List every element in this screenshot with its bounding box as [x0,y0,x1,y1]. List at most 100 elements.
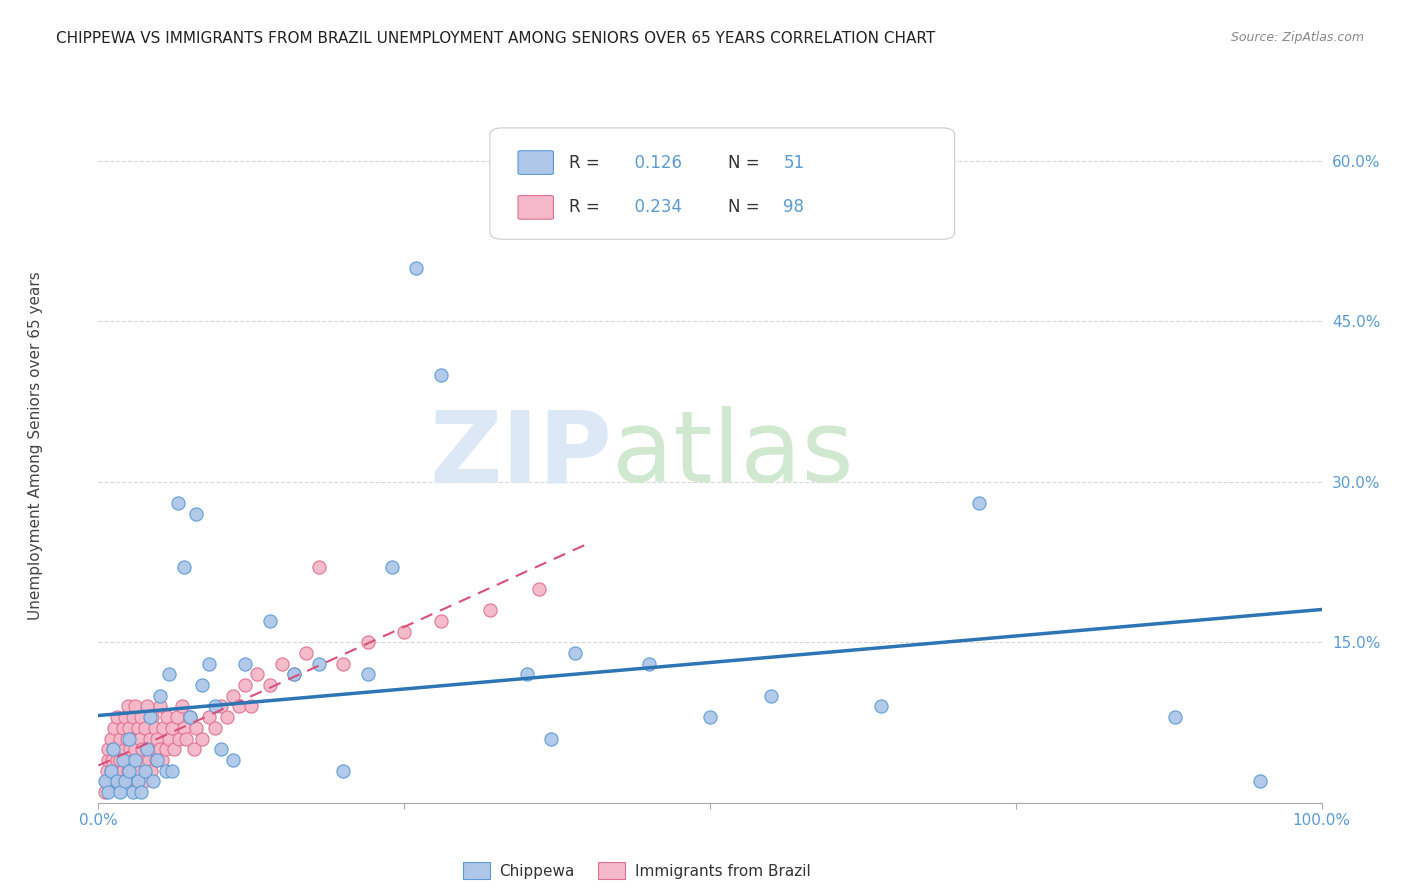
Point [308,560,330,574]
Point [101,753,124,767]
Point [110,753,132,767]
Point [283,667,305,681]
Text: ZIP: ZIP [429,407,612,503]
Point [118,731,141,746]
Text: CHIPPEWA VS IMMIGRANTS FROM BRAZIL UNEMPLOYMENT AMONG SENIORS OVER 65 YEARS CORR: CHIPPEWA VS IMMIGRANTS FROM BRAZIL UNEMP… [56,31,935,46]
Text: N =: N = [728,198,765,217]
Point [136,699,159,714]
Point [405,260,427,275]
Point [122,753,145,767]
Point [527,582,550,596]
Point [270,657,294,671]
Point [356,667,378,681]
Point [100,731,122,746]
Point [100,764,122,778]
Point [332,657,354,671]
Point [101,742,124,756]
Point [146,753,169,767]
Point [103,721,125,735]
Point [125,774,148,789]
Point [124,753,146,767]
Point [186,507,208,521]
Point [120,731,142,746]
Point [110,731,132,746]
Point [124,699,146,714]
Point [149,742,172,756]
Point [167,496,190,510]
Point [142,774,165,789]
Point [138,753,160,767]
Point [240,699,263,714]
Point [111,753,134,767]
Point [149,699,172,714]
Point [308,657,330,671]
Point [204,699,226,714]
Point [156,710,179,724]
Point [124,742,146,756]
Point [222,689,245,703]
Point [259,614,281,628]
Point [197,710,219,724]
Point [127,774,149,789]
Point [233,657,256,671]
Point [121,764,143,778]
Point [155,742,177,756]
Point [233,678,256,692]
Point [478,603,501,617]
Point [118,764,141,778]
Point [246,667,269,681]
Point [118,753,141,767]
Point [152,721,174,735]
Text: N =: N = [728,153,765,171]
Point [112,753,135,767]
Point [111,721,134,735]
Point [160,721,183,735]
Point [163,742,186,756]
FancyBboxPatch shape [517,195,554,219]
Point [699,710,721,724]
Point [114,774,136,789]
Text: 0.126: 0.126 [624,153,682,171]
Point [149,689,172,703]
Point [135,764,157,778]
Point [96,764,118,778]
Point [111,774,134,789]
Point [139,710,162,724]
Point [93,774,115,789]
Point [564,646,586,660]
Point [166,710,188,724]
Point [136,742,159,756]
Point [228,699,250,714]
Point [204,721,226,735]
Point [117,764,139,778]
Point [94,774,117,789]
Point [356,635,378,649]
Point [430,614,453,628]
Point [143,721,166,735]
Text: Unemployment Among Seniors over 65 years: Unemployment Among Seniors over 65 years [28,272,42,620]
Text: 0.234: 0.234 [624,198,682,217]
Point [108,764,131,778]
Point [115,731,138,746]
Text: Source: ZipAtlas.com: Source: ZipAtlas.com [1230,31,1364,45]
Point [332,764,354,778]
Point [103,774,125,789]
Point [637,657,661,671]
Point [139,764,162,778]
Point [105,774,128,789]
Point [155,764,177,778]
Point [170,699,193,714]
Point [114,710,136,724]
Text: atlas: atlas [612,407,853,503]
Point [132,774,155,789]
Point [98,774,121,789]
Point [222,753,245,767]
Point [179,710,201,724]
Point [105,753,128,767]
Point [761,689,783,703]
Point [104,764,127,778]
Point [97,785,120,799]
Point [127,721,149,735]
Point [114,742,136,756]
Text: R =: R = [569,198,606,217]
